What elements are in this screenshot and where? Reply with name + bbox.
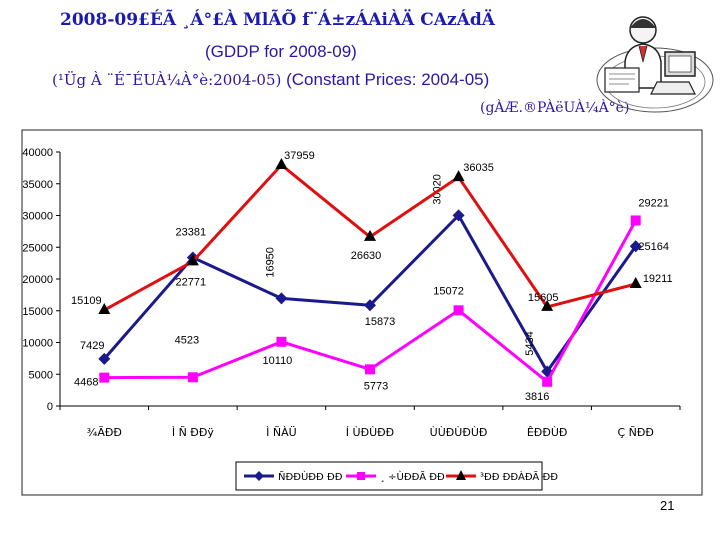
data-point — [275, 157, 288, 169]
y-tick-label: 10000 — [22, 338, 53, 350]
data-point — [452, 209, 465, 222]
data-point — [186, 254, 199, 266]
y-tick-label: 30000 — [22, 211, 53, 223]
legend-box — [235, 461, 543, 491]
legend-label: ³ÐÐ ÐÐÀÐÃ ÐÐ — [480, 470, 558, 483]
chart-frame — [21, 129, 703, 496]
data-label: 29221 — [638, 197, 669, 209]
data-label: 16950 — [264, 247, 276, 278]
data-label: 23381 — [176, 227, 207, 239]
data-label: 37959 — [284, 150, 315, 162]
data-label: 30020 — [432, 174, 444, 205]
legend-marker — [456, 470, 466, 480]
data-label: 4468 — [74, 377, 98, 389]
x-tick-label: Ç ÑÐÐ — [617, 426, 653, 439]
legend-label: ¸ ÷ÙÐÐÃ ÐÐ — [380, 470, 445, 483]
data-label: 10110 — [263, 355, 293, 367]
data-label: 15873 — [365, 316, 396, 328]
y-tick-label: 40000 — [22, 147, 53, 159]
legend-label: ÑÐÐÙÐÐ ÐÐ — [278, 470, 343, 483]
y-tick-label: 0 — [47, 401, 53, 413]
data-label: 19211 — [643, 273, 673, 285]
data-label: 7429 — [80, 340, 104, 352]
data-point — [364, 299, 376, 312]
data-label: 26630 — [351, 250, 382, 262]
data-label: 15109 — [71, 295, 102, 307]
person-at-computer-icon — [596, 16, 714, 113]
price-basis-encoded: (¹Üg À ¨É¯ÉUÀ¼À°è:2004-05) — [52, 71, 282, 89]
data-point — [187, 372, 198, 383]
data-label: 3816 — [525, 391, 549, 403]
y-tick-label: 5000 — [29, 369, 53, 381]
data-point — [541, 299, 554, 311]
unit-label: (gÀÆ.®PÀëUÀ¼À°è) — [480, 100, 630, 116]
data-label: 5773 — [364, 380, 388, 392]
legend-marker — [357, 472, 365, 480]
data-point — [452, 170, 465, 182]
x-tick-label: Ì ÑÀÜ — [266, 426, 297, 439]
data-label: 22771 — [176, 276, 207, 288]
slide-subtitle: (GDDP for 2008-09) — [205, 42, 357, 61]
price-basis-line: (¹Üg À ¨É¯ÉUÀ¼À°è:2004-05) (Constant Pri… — [52, 70, 489, 90]
data-point — [364, 229, 376, 241]
data-point — [629, 240, 642, 253]
data-point — [453, 305, 464, 316]
y-tick-label: 35000 — [22, 179, 53, 191]
x-tick-label: ÙÙÐÙÐÙÐ — [430, 426, 488, 439]
data-label: 15072 — [433, 285, 464, 297]
data-point — [98, 303, 111, 315]
y-tick-label: 15000 — [22, 306, 53, 318]
data-label: 25164 — [638, 241, 669, 253]
y-tick-label: 25000 — [22, 242, 53, 254]
data-point — [542, 376, 553, 387]
data-label: 4523 — [175, 334, 199, 346]
data-point — [98, 352, 111, 365]
price-basis-english: (Constant Prices: 2004-05) — [286, 70, 490, 89]
data-point — [275, 292, 288, 305]
x-tick-label: ÊÐÐÙÐ — [527, 426, 568, 439]
slide-title: 2008-09£ÉÃ ¸Á°£À MlÃÕ f¨Á±zÁAiÀÄ CAzÁdÄ — [60, 10, 495, 30]
data-label: 15605 — [528, 292, 559, 304]
data-label: 36035 — [463, 162, 494, 174]
data-point — [630, 215, 641, 226]
page-number: 21 — [660, 498, 675, 513]
data-point — [276, 336, 287, 347]
x-tick-label: ¾ÃÐÐ — [87, 426, 122, 439]
x-tick-label: Í ÙÐÙÐÐ — [346, 426, 394, 439]
data-label: 5434 — [524, 331, 536, 355]
legend-marker — [254, 471, 264, 481]
x-tick-label: Ì Ñ ÐÐÿ — [172, 426, 215, 439]
data-point — [365, 364, 375, 375]
y-tick-label: 20000 — [22, 274, 53, 286]
data-point — [629, 277, 642, 289]
data-point — [99, 372, 110, 383]
